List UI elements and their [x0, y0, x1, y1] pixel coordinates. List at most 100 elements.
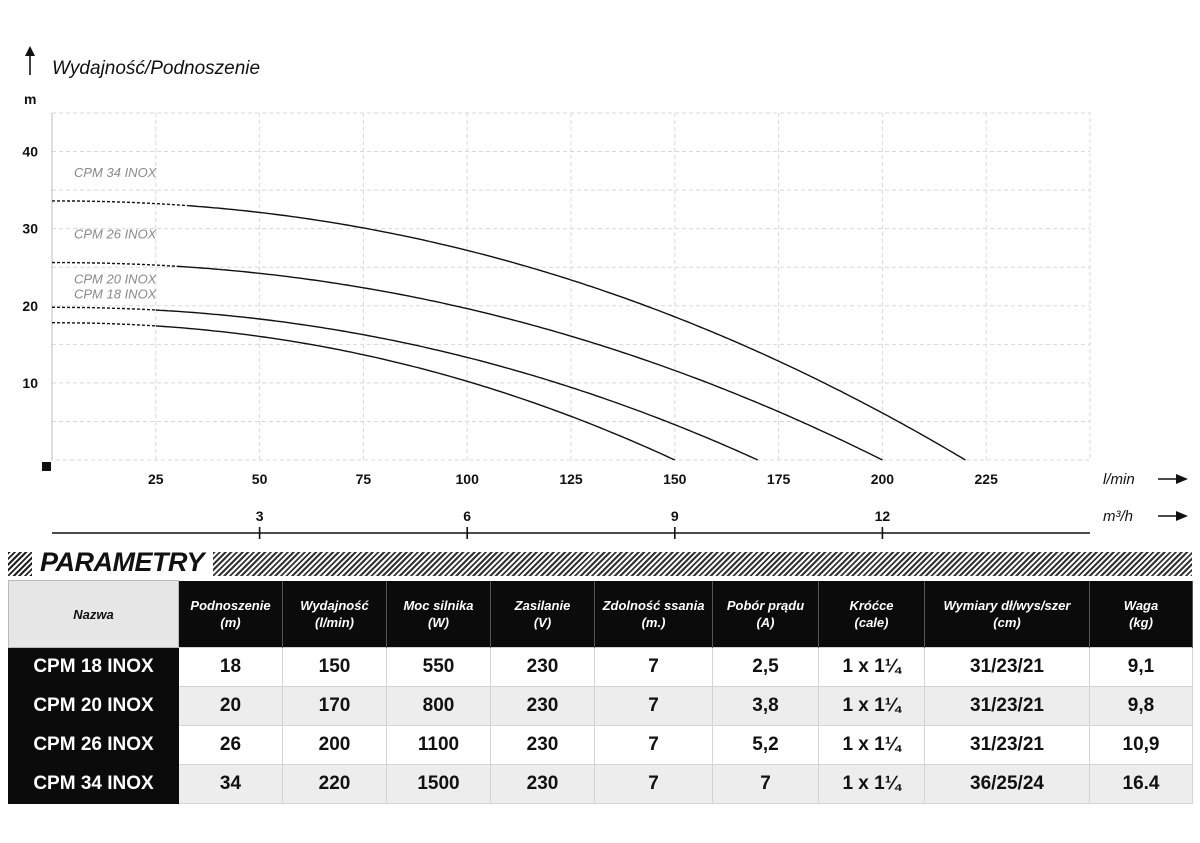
model-name-cell: CPM 20 INOX — [8, 686, 179, 726]
parameters-section-header: PARAMETRY — [8, 547, 1192, 578]
column-header: Pobór prądu (A) — [712, 580, 819, 648]
x-axis-arrow-icon — [1158, 474, 1188, 484]
table-cell: 2,5 — [712, 647, 819, 687]
chart-grid — [51, 112, 1091, 461]
y-axis-title: Wydajność/Podnoszenie — [52, 58, 260, 79]
column-header: Podnoszenie (m) — [178, 580, 283, 648]
hatched-band — [213, 552, 1192, 576]
table-cell: 7 — [712, 764, 819, 804]
table-cell: 7 — [594, 725, 713, 765]
x-tick-label: 75 — [356, 471, 372, 487]
column-header-unit: (kg) — [1129, 614, 1153, 630]
table-cell: 7 — [594, 686, 713, 726]
performance-curve — [176, 265, 883, 461]
column-header-unit: (V) — [533, 614, 552, 630]
column-header-label: Nazwa — [73, 606, 114, 622]
column-header: Zdolność ssania (m.) — [594, 580, 713, 648]
table-row: CPM 18 INOX 18 150 550 230 7 2,5 1 x 1¼ 31/23/21… — [8, 647, 1193, 687]
series-label: CPM 20 INOX — [74, 271, 158, 286]
secondary-x-tick-label: 6 — [463, 508, 471, 524]
table-cell: 230 — [490, 647, 595, 687]
table-cell: 31/23/21 — [924, 686, 1090, 726]
column-header: Króćce (cale) — [818, 580, 925, 648]
x-tick-label: 150 — [663, 471, 687, 487]
x-axis-unit: l/min — [1103, 471, 1135, 488]
column-header: Wymiary dł/wys/szer (cm) — [924, 580, 1090, 648]
column-header-unit: (W) — [428, 614, 449, 630]
series-label: CPM 26 INOX — [74, 227, 158, 242]
curve-dashed-segment — [52, 306, 156, 311]
hatched-square-icon — [8, 552, 32, 576]
y-axis-arrow-icon — [25, 46, 35, 75]
performance-curve — [155, 309, 759, 461]
performance-curve — [188, 205, 966, 461]
table-cell: 9,8 — [1089, 686, 1193, 726]
y-tick-label: 10 — [22, 375, 38, 391]
column-header-unit: (m) — [220, 614, 241, 630]
pump-curves — [52, 200, 966, 461]
table-row: CPM 26 INOX 26 200 1100 230 7 5,2 1 x 1¼ 31/23/2… — [8, 725, 1193, 765]
table-row: CPM 20 INOX 20 170 800 230 7 3,8 1 x 1¼ 31/23/21… — [8, 686, 1193, 726]
table-cell: 34 — [178, 764, 283, 804]
column-header-label: Wymiary dł/wys/szer — [943, 597, 1071, 613]
secondary-x-tick-label: 9 — [671, 508, 679, 524]
x-tick-label: 125 — [559, 471, 583, 487]
table-cell: 31/23/21 — [924, 725, 1090, 765]
table-cell: 31/23/21 — [924, 647, 1090, 687]
secondary-x-tick-label: 3 — [256, 508, 264, 524]
series-label: CPM 34 INOX — [74, 165, 158, 180]
model-name-cell: CPM 26 INOX — [8, 725, 179, 765]
table-cell: 230 — [490, 764, 595, 804]
column-header-label: Zdolność ssania — [602, 597, 705, 613]
model-name-cell: CPM 18 INOX — [8, 647, 179, 687]
column-header: Waga (kg) — [1089, 580, 1193, 648]
table-cell: 800 — [386, 686, 491, 726]
performance-chart: Wydajność/Podnoszenie m 10 20 30 40 25 50 75 1… — [22, 46, 1188, 539]
x-tick-label: 200 — [871, 471, 895, 487]
table-cell: 10,9 — [1089, 725, 1193, 765]
column-header-label: Moc silnika — [403, 597, 474, 613]
section-title: PARAMETRY — [40, 547, 205, 577]
secondary-x-axis-arrow-icon — [1158, 511, 1188, 521]
column-header-label: Podnoszenie — [190, 597, 271, 613]
table-header-row: Nazwa Podnoszenie (m) Wydajność (l/min) Moc s… — [8, 580, 1193, 648]
table-cell: 230 — [490, 725, 595, 765]
table-cell: 1 x 1¼ — [818, 764, 925, 804]
table-cell: 1 x 1¼ — [818, 725, 925, 765]
y-tick-labels: 10 20 30 40 — [22, 144, 38, 391]
column-header: Nazwa — [8, 580, 179, 648]
table-cell: 1100 — [386, 725, 491, 765]
column-header-label: Waga — [1123, 597, 1159, 613]
column-header: Wydajność (l/min) — [282, 580, 387, 648]
table-cell: 5,2 — [712, 725, 819, 765]
x-tick-label: 175 — [767, 471, 791, 487]
column-header-unit: (m.) — [641, 614, 666, 630]
table-cell: 550 — [386, 647, 491, 687]
curve-dashed-segment — [52, 200, 190, 207]
table-cell: 200 — [282, 725, 387, 765]
table-cell: 20 — [178, 686, 283, 726]
column-header-label: Króćce — [849, 597, 894, 613]
x-tick-label: 225 — [975, 471, 999, 487]
curve-dashed-segment — [52, 322, 156, 327]
x-tick-label: 50 — [252, 471, 268, 487]
curve-dashed-segment — [52, 261, 177, 267]
table-cell: 18 — [178, 647, 283, 687]
table-cell: 16.4 — [1089, 764, 1193, 804]
series-label: CPM 18 INOX — [74, 287, 158, 302]
table-cell: 7 — [594, 764, 713, 804]
table-cell: 170 — [282, 686, 387, 726]
y-tick-label: 40 — [22, 144, 38, 160]
model-name-cell: CPM 34 INOX — [8, 764, 179, 804]
column-header-unit: (cm) — [993, 614, 1021, 630]
table-cell: 230 — [490, 686, 595, 726]
table-cell: 220 — [282, 764, 387, 804]
column-header-unit: (A) — [756, 614, 775, 630]
column-header-label: Pobór prądu — [726, 597, 805, 613]
column-header: Moc silnika (W) — [386, 580, 491, 648]
column-header-unit: (cale) — [854, 614, 889, 630]
column-header: Zasilanie (V) — [490, 580, 595, 648]
column-header-label: Wydajność — [300, 597, 369, 613]
parameters-table: Nazwa Podnoszenie (m) Wydajność (l/min) Moc s… — [8, 580, 1193, 804]
